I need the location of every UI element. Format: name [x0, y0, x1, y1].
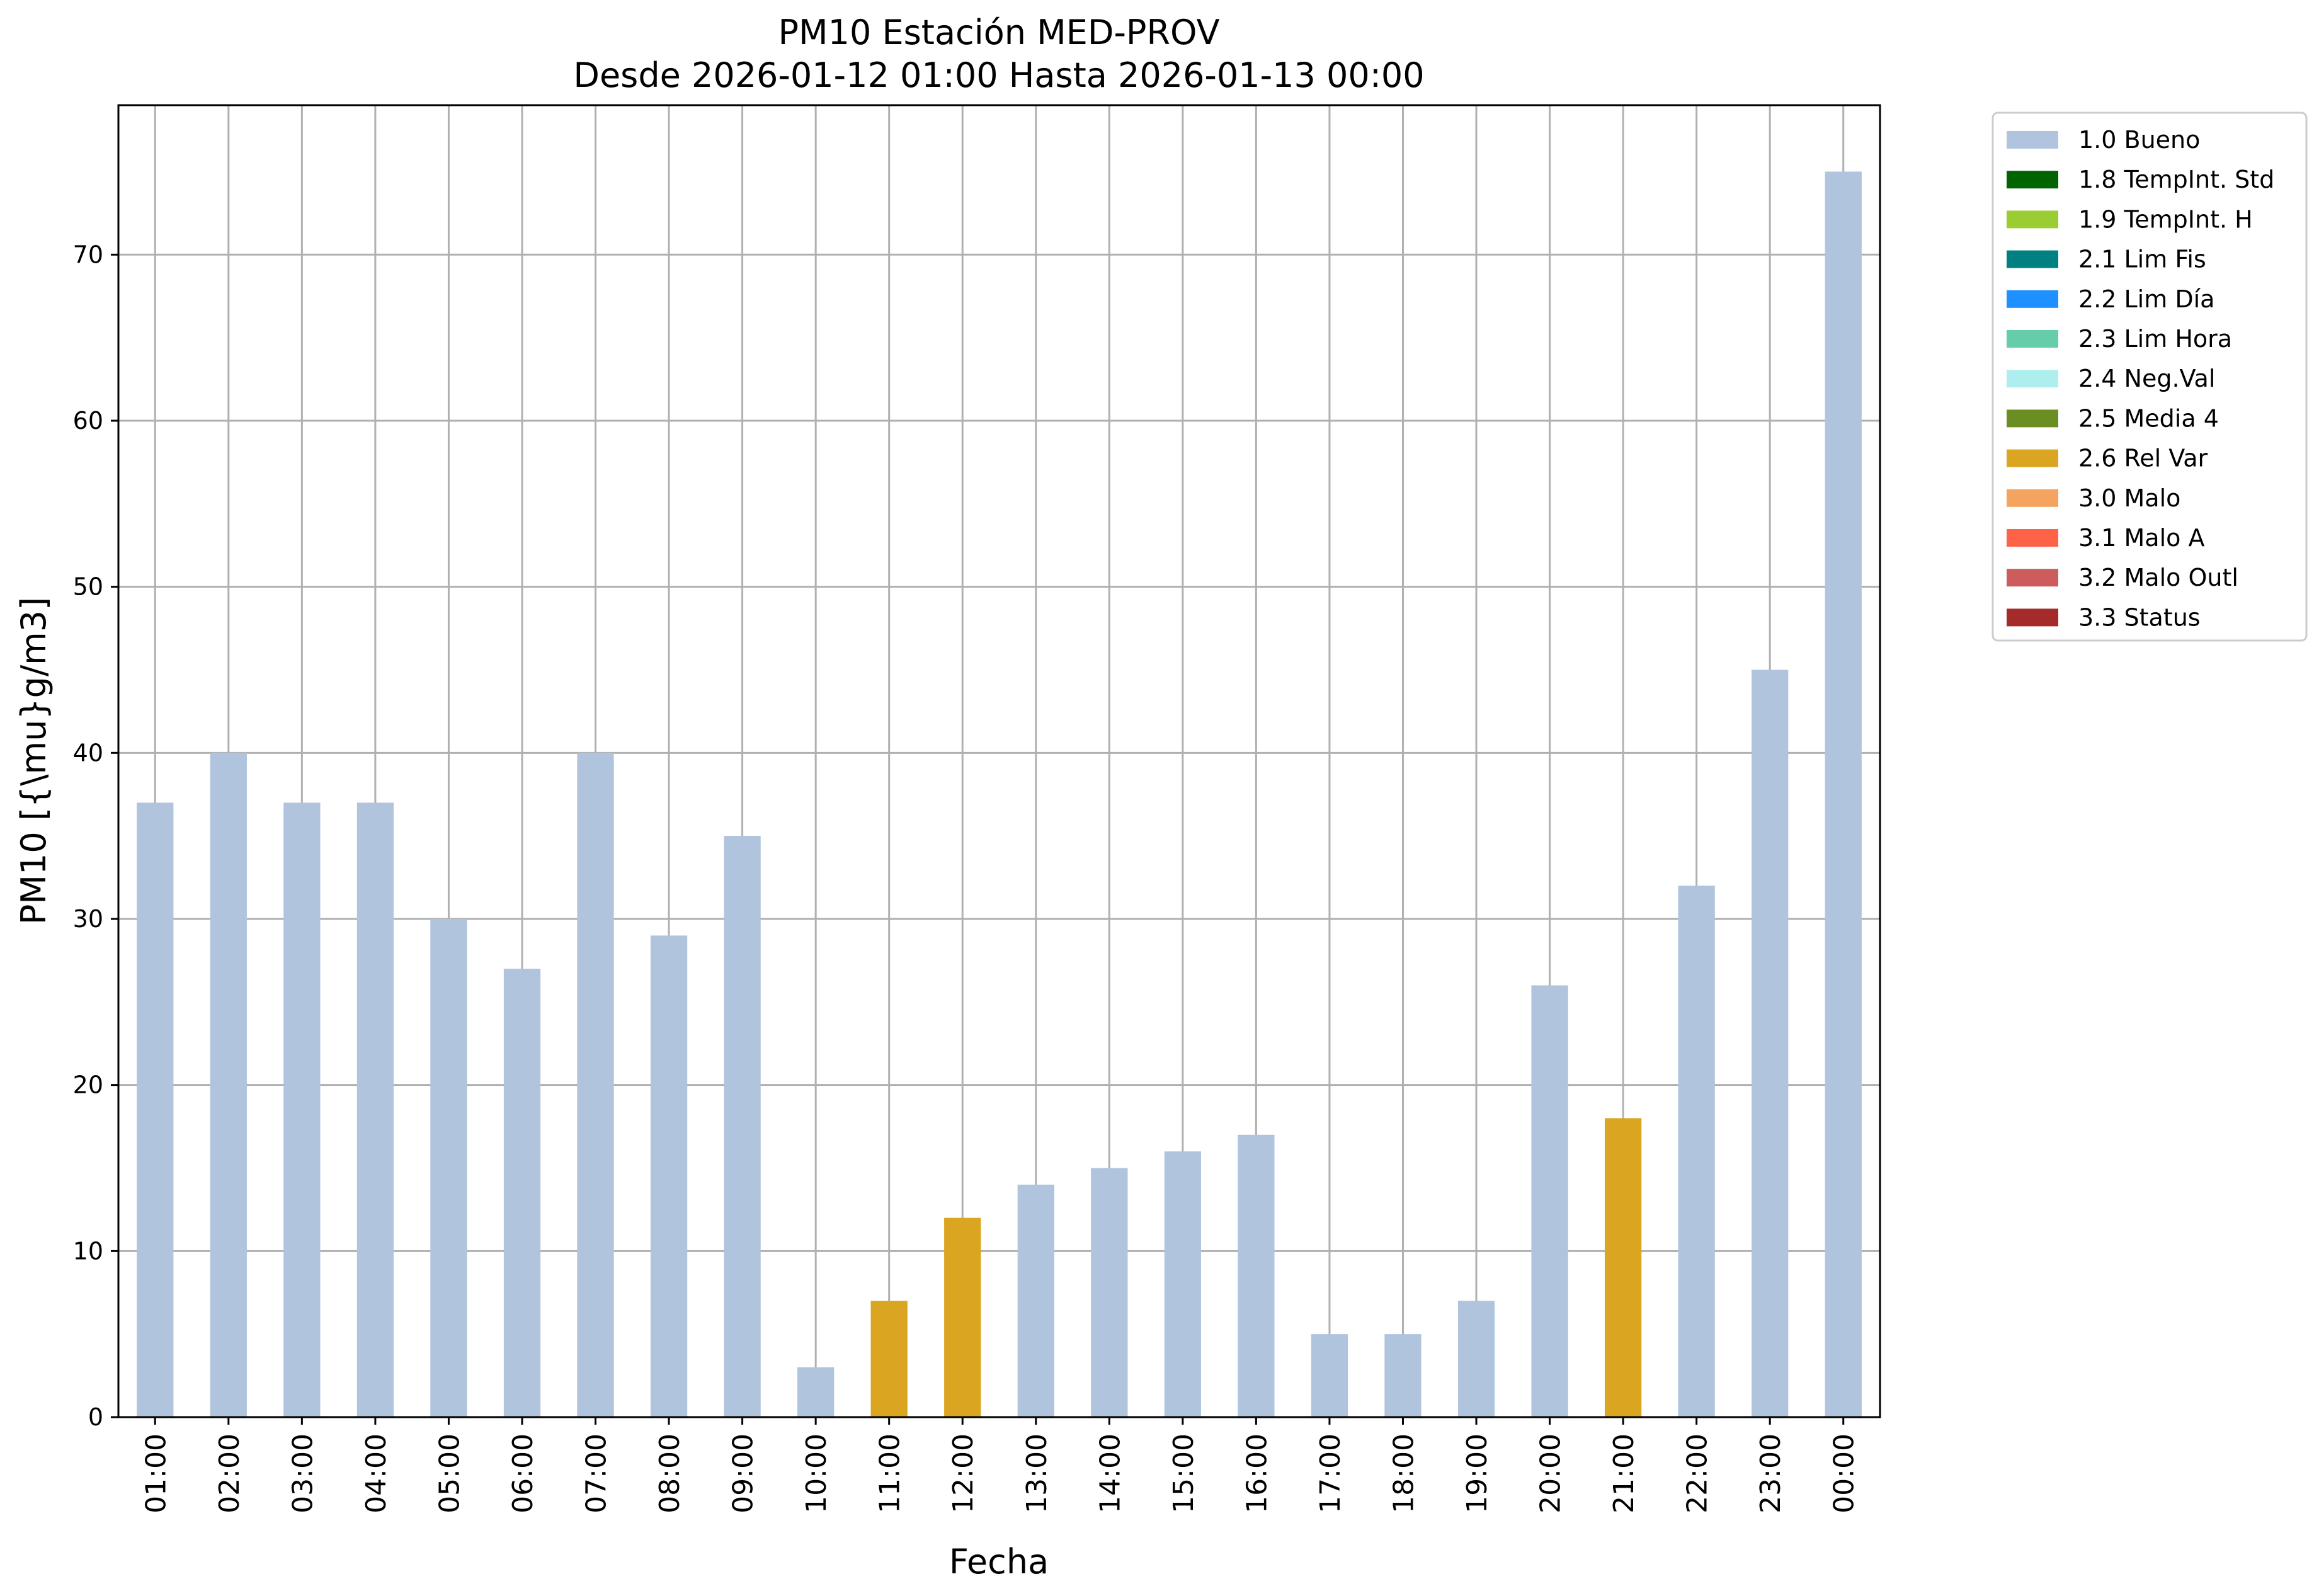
bar: [1678, 886, 1715, 1417]
x-tick-label: 13:00: [1021, 1434, 1053, 1513]
x-tick-label: 19:00: [1461, 1434, 1493, 1513]
bar: [577, 753, 614, 1417]
legend-label: 3.2 Malo Outl: [2078, 564, 2238, 591]
bar: [944, 1217, 981, 1417]
legend-label: 2.1 Lim Fis: [2078, 246, 2206, 273]
bar: [1017, 1184, 1054, 1417]
y-tick-label: 70: [73, 241, 103, 268]
bar: [1457, 1301, 1495, 1417]
x-tick-label: 01:00: [140, 1434, 172, 1513]
bar: [1238, 1134, 1275, 1417]
chart-subtitle: Desde 2026-01-12 01:00 Hasta 2026-01-13 …: [573, 55, 1424, 95]
y-axis-ticks: 0 10 20 30 40 50 60 70: [73, 241, 118, 1431]
x-tick-label: 05:00: [433, 1434, 465, 1513]
x-tick-label: 11:00: [874, 1434, 906, 1513]
bar: [724, 836, 761, 1417]
x-tick-label: 23:00: [1755, 1434, 1787, 1513]
y-tick-label: 40: [73, 739, 103, 767]
y-tick-label: 60: [73, 407, 103, 435]
x-axis-label: Fecha: [949, 1542, 1049, 1582]
bar: [797, 1367, 835, 1417]
x-tick-label: 12:00: [947, 1434, 979, 1513]
x-tick-label: 03:00: [287, 1434, 319, 1513]
bar: [503, 969, 541, 1417]
legend-swatch: [2007, 210, 2058, 229]
bars: [137, 171, 1862, 1417]
x-tick-label: 15:00: [1168, 1434, 1200, 1513]
legend-swatch: [2007, 409, 2058, 428]
bar: [1825, 171, 1862, 1417]
legend: 1.0 Bueno 1.8 TempInt. Std 1.9 TempInt. H 2…: [1991, 111, 2308, 642]
y-tick-label: 20: [73, 1071, 103, 1099]
bar: [870, 1301, 908, 1417]
x-tick-label: 06:00: [507, 1434, 539, 1513]
legend-swatch: [2007, 131, 2058, 149]
legend-swatch: [2007, 529, 2058, 547]
bar: [137, 802, 174, 1417]
legend-label: 2.2 Lim Día: [2078, 285, 2214, 313]
legend-swatch: [2007, 608, 2058, 627]
x-tick-label: 09:00: [727, 1434, 760, 1513]
bar: [210, 753, 247, 1417]
x-tick-label: 21:00: [1608, 1434, 1640, 1513]
y-tick-label: 0: [88, 1403, 103, 1431]
x-tick-label: 20:00: [1535, 1434, 1567, 1513]
bar: [1384, 1334, 1422, 1417]
x-tick-label: 02:00: [214, 1434, 246, 1513]
bar: [356, 802, 394, 1417]
legend-swatch: [2007, 489, 2058, 507]
x-tick-label: 17:00: [1314, 1434, 1347, 1513]
legend-label: 2.6 Rel Var: [2078, 445, 2208, 472]
x-tick-label: 22:00: [1682, 1434, 1714, 1513]
x-tick-label: 04:00: [360, 1434, 392, 1513]
legend-swatch: [2007, 290, 2058, 308]
y-tick-label: 10: [73, 1237, 103, 1265]
x-tick-label: 07:00: [581, 1434, 613, 1513]
bar: [650, 935, 688, 1417]
bar: [1311, 1334, 1348, 1417]
bar: [1531, 985, 1568, 1417]
x-tick-label: 14:00: [1094, 1434, 1126, 1513]
bar: [1091, 1168, 1128, 1417]
x-tick-label: 00:00: [1828, 1434, 1860, 1513]
bar: [1604, 1118, 1642, 1417]
bar: [430, 918, 467, 1417]
y-tick-label: 50: [73, 573, 103, 601]
y-tick-label: 30: [73, 905, 103, 933]
legend-label: 2.3 Lim Hora: [2078, 325, 2232, 353]
legend-swatch: [2007, 250, 2058, 268]
legend-label: 3.0 Malo: [2078, 484, 2180, 512]
plot-frame: [117, 104, 1881, 1418]
legend-frame: [1991, 111, 2308, 642]
legend-label: 2.5 Media 4: [2078, 404, 2219, 432]
y-axis-label: PM10 [{\mu}g/m3]: [14, 597, 54, 925]
legend-swatch: [2007, 171, 2058, 189]
bar: [1752, 670, 1789, 1417]
legend-swatch: [2007, 449, 2058, 467]
x-tick-label: 08:00: [654, 1434, 686, 1513]
x-tick-label: 18:00: [1387, 1434, 1420, 1513]
legend-swatch: [2007, 569, 2058, 587]
x-tick-label: 10:00: [801, 1434, 833, 1513]
legend-label: 2.4 Neg.Val: [2078, 365, 2215, 392]
legend-label: 1.8 TempInt. Std: [2078, 166, 2274, 193]
legend-swatch: [2007, 370, 2058, 388]
legend-label: 1.9 TempInt. H: [2078, 205, 2253, 233]
x-axis-ticks: 01:00 02:00 03:00 04:00 05:00 06:00 07:00 08:00…: [140, 1417, 1860, 1513]
legend-label: 1.0 Bueno: [2078, 126, 2200, 154]
chart-title: PM10 Estación MED-PROV: [778, 13, 1219, 52]
legend-label: 3.1 Malo A: [2078, 524, 2204, 552]
legend-swatch: [2007, 330, 2058, 348]
bar: [1164, 1151, 1201, 1417]
legend-label: 3.3 Status: [2078, 603, 2201, 631]
bar: [283, 802, 321, 1417]
x-tick-label: 16:00: [1241, 1434, 1273, 1513]
